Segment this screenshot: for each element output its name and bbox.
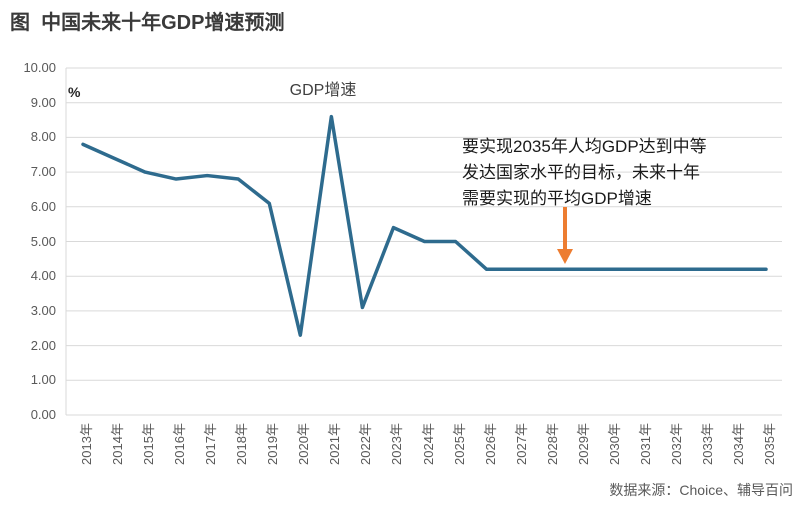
data-source-note: 数据来源：Choice、辅导百问 (609, 482, 793, 498)
x-axis-tick-label: 2023年 (389, 423, 405, 465)
x-axis-tick-label: 2013年 (79, 423, 94, 465)
x-axis-tick-label: 2028年 (544, 423, 560, 465)
y-axis-tick-label: 3.00 (30, 302, 56, 318)
y-axis-tick-label: 8.00 (30, 129, 56, 145)
page-title: 图 中国未来十年GDP增速预测 (10, 12, 285, 34)
x-axis-tick-label: 2033年 (699, 423, 715, 465)
x-axis-tick-label: 2024年 (420, 423, 436, 465)
x-axis-tick-label: 2020年 (296, 423, 312, 465)
y-axis-unit-label: % (68, 84, 81, 100)
x-axis-tick-label: 2015年 (141, 423, 157, 465)
x-axis-tick-label: 2035年 (762, 423, 777, 465)
y-axis-tick-label: 0.00 (30, 407, 56, 422)
x-axis-tick-label: 2034年 (730, 423, 746, 465)
x-axis-tick-label: 2026年 (482, 423, 498, 465)
x-axis-tick-label: 2031年 (637, 423, 653, 465)
annotation-line: 需要实现的平均GDP增速 (462, 189, 652, 208)
x-axis-tick-label: 2018年 (234, 423, 250, 465)
x-axis-tick-label: 2025年 (451, 423, 467, 465)
x-axis-tick-label: 2017年 (203, 423, 219, 465)
y-axis-tick-label: 7.00 (30, 164, 56, 180)
chart-title: GDP增速 (289, 82, 357, 99)
y-axis-tick-label: 10.00 (23, 60, 56, 75)
gdp-line-series (81, 114, 768, 337)
x-axis-tick-label: 2021年 (327, 423, 343, 465)
y-axis-tick-label: 1.00 (30, 372, 56, 388)
y-axis-tick-label: 6.00 (30, 198, 56, 214)
x-axis-tick-label: 2030年 (606, 423, 622, 465)
annotation-text: 要实现2035年人均GDP达到中等 发达国家水平的目标，未来十年 需要实现的平均… (462, 134, 707, 212)
x-axis-tick-label: 2019年 (265, 423, 281, 465)
x-axis-tick-label: 2022年 (358, 423, 374, 465)
x-axis-tick-label: 2029年 (575, 423, 591, 465)
y-axis-tick-label: 4.00 (30, 268, 56, 284)
y-axis-tick-label: 5.00 (30, 233, 56, 249)
x-axis-tick-label: 2014年 (110, 423, 126, 465)
annotation-line: 要实现2035年人均GDP达到中等 (462, 137, 707, 156)
x-axis-tick-label: 2032年 (668, 423, 684, 465)
down-arrow-icon (557, 207, 573, 264)
x-axis-tick-label: 2016年 (172, 423, 188, 465)
x-axis-tick-label: 2027年 (513, 423, 529, 465)
y-axis-tick-label: 2.00 (30, 337, 56, 353)
annotation-line: 发达国家水平的目标，未来十年 (462, 163, 700, 182)
y-axis-tick-label: 9.00 (30, 94, 56, 110)
